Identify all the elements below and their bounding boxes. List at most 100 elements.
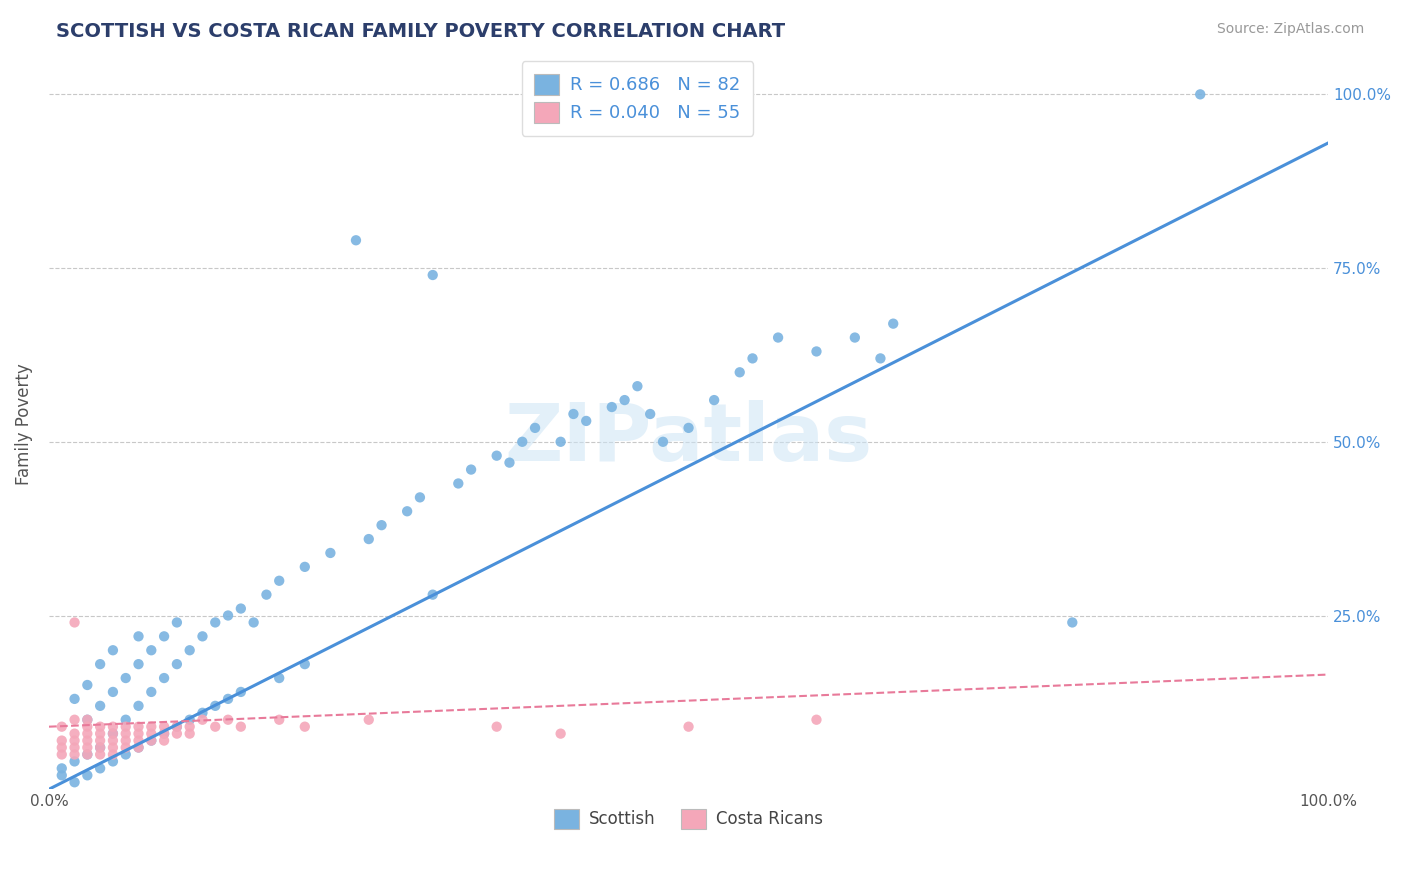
Point: [101, 747, 124, 762]
Point: [242, 615, 264, 630]
Point: [128, 720, 150, 734]
Point: [204, 698, 226, 713]
Point: [63, 755, 86, 769]
Point: [89, 740, 111, 755]
Point: [524, 421, 547, 435]
Point: [344, 233, 367, 247]
Point: [76, 678, 98, 692]
Point: [422, 268, 444, 282]
Point: [101, 726, 124, 740]
Point: [141, 726, 163, 740]
Point: [166, 615, 188, 630]
Point: [882, 317, 904, 331]
Point: [166, 726, 188, 740]
Point: [141, 733, 163, 747]
Point: [204, 720, 226, 734]
Point: [703, 393, 725, 408]
Point: [269, 713, 291, 727]
Point: [166, 657, 188, 672]
Point: [678, 720, 700, 734]
Point: [63, 615, 86, 630]
Point: [869, 351, 891, 366]
Point: [128, 657, 150, 672]
Point: [294, 657, 316, 672]
Point: [89, 657, 111, 672]
Point: [89, 720, 111, 734]
Point: [51, 740, 73, 755]
Point: [217, 608, 239, 623]
Point: [114, 713, 136, 727]
Point: [357, 532, 380, 546]
Point: [101, 755, 124, 769]
Point: [179, 720, 201, 734]
Point: [141, 733, 163, 747]
Point: [89, 733, 111, 747]
Text: SCOTTISH VS COSTA RICAN FAMILY POVERTY CORRELATION CHART: SCOTTISH VS COSTA RICAN FAMILY POVERTY C…: [56, 22, 786, 41]
Point: [229, 720, 252, 734]
Point: [89, 726, 111, 740]
Point: [128, 698, 150, 713]
Point: [204, 615, 226, 630]
Point: [269, 671, 291, 685]
Point: [741, 351, 763, 366]
Point: [114, 733, 136, 747]
Point: [626, 379, 648, 393]
Point: [638, 407, 661, 421]
Point: [191, 713, 214, 727]
Point: [114, 740, 136, 755]
Point: [191, 706, 214, 720]
Point: [76, 713, 98, 727]
Point: [766, 330, 789, 344]
Point: [101, 720, 124, 734]
Point: [447, 476, 470, 491]
Point: [153, 671, 176, 685]
Point: [128, 740, 150, 755]
Point: [63, 713, 86, 727]
Point: [63, 740, 86, 755]
Point: [63, 733, 86, 747]
Point: [485, 720, 508, 734]
Point: [51, 761, 73, 775]
Point: [1062, 615, 1084, 630]
Point: [806, 344, 828, 359]
Point: [1189, 87, 1212, 102]
Point: [806, 713, 828, 727]
Point: [422, 588, 444, 602]
Point: [179, 726, 201, 740]
Point: [76, 768, 98, 782]
Point: [63, 775, 86, 789]
Point: [294, 720, 316, 734]
Point: [319, 546, 342, 560]
Point: [550, 726, 572, 740]
Point: [217, 692, 239, 706]
Point: [89, 698, 111, 713]
Point: [101, 685, 124, 699]
Point: [101, 740, 124, 755]
Point: [114, 671, 136, 685]
Point: [179, 643, 201, 657]
Point: [51, 733, 73, 747]
Point: [254, 588, 277, 602]
Point: [141, 685, 163, 699]
Point: [678, 421, 700, 435]
Point: [153, 726, 176, 740]
Legend: Scottish, Costa Ricans: Scottish, Costa Ricans: [547, 802, 830, 836]
Point: [191, 629, 214, 643]
Point: [76, 747, 98, 762]
Point: [51, 747, 73, 762]
Point: [51, 768, 73, 782]
Point: [76, 726, 98, 740]
Point: [229, 601, 252, 615]
Point: [153, 720, 176, 734]
Point: [63, 692, 86, 706]
Point: [728, 365, 751, 379]
Point: [101, 733, 124, 747]
Point: [396, 504, 419, 518]
Text: ZIPatlas: ZIPatlas: [505, 400, 873, 478]
Point: [575, 414, 598, 428]
Point: [63, 726, 86, 740]
Point: [510, 434, 533, 449]
Point: [128, 733, 150, 747]
Point: [166, 720, 188, 734]
Point: [550, 434, 572, 449]
